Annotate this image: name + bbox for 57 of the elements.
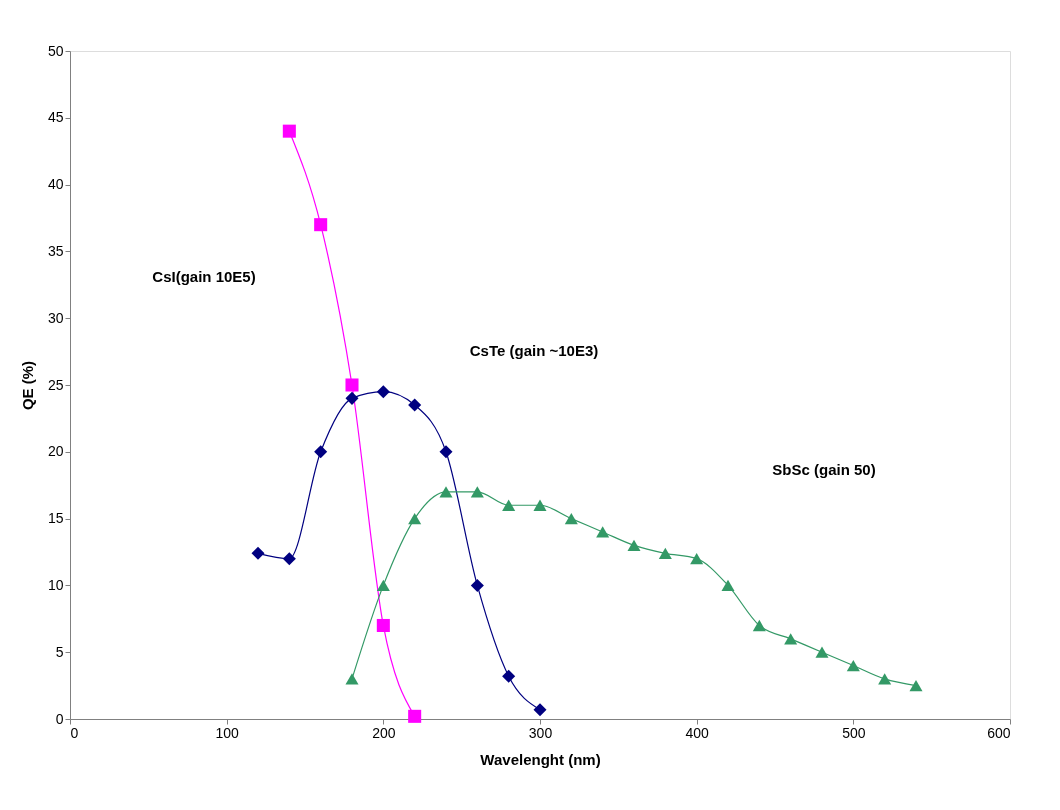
point: [251, 546, 265, 560]
annotation: CsTe (gain ~10E3): [469, 342, 599, 359]
point: [439, 486, 453, 498]
y-tick-label: 5: [55, 643, 64, 660]
point: [564, 512, 578, 525]
y-tick-label: 20: [47, 443, 64, 460]
point: [376, 579, 390, 592]
y-tick-label: 15: [47, 510, 64, 527]
point: [502, 499, 516, 511]
point: [533, 703, 547, 717]
point: [878, 673, 892, 685]
point: [314, 445, 328, 459]
x-tick-label: 500: [842, 724, 866, 741]
point: [533, 499, 547, 511]
x-tick-label: 600: [987, 724, 1011, 741]
annotation: CsI(gain 10E5): [152, 268, 256, 285]
point: [345, 673, 359, 685]
point: [470, 486, 484, 498]
point: [282, 124, 296, 138]
point: [846, 659, 860, 672]
point: [909, 679, 923, 692]
point: [596, 526, 610, 538]
point: [815, 646, 829, 658]
point: [282, 552, 296, 566]
point: [408, 709, 422, 723]
y-axis-title: QE (%): [18, 360, 36, 411]
point: [658, 547, 672, 559]
point: [314, 218, 328, 232]
x-tick-label: 0: [70, 724, 79, 741]
point: [408, 512, 422, 525]
x-tick-label: 400: [685, 724, 710, 741]
y-tick-label: 30: [47, 309, 64, 326]
point: [439, 445, 453, 459]
point: [627, 539, 641, 551]
y-tick-label: 50: [47, 42, 64, 59]
point: [502, 669, 516, 683]
annotation: SbSc (gain 50): [772, 461, 876, 478]
y-tick-label: 25: [47, 376, 64, 393]
point: [752, 619, 766, 632]
point: [721, 579, 735, 592]
y-tick-label: 35: [47, 242, 64, 259]
point: [376, 618, 390, 632]
y-tick-label: 0: [55, 710, 64, 727]
y-tick-label: 10: [47, 576, 64, 593]
x-axis-title: Wavelenght (nm): [480, 750, 601, 768]
point: [470, 578, 484, 592]
x-tick-label: 300: [528, 724, 553, 741]
point: [408, 398, 422, 412]
point: [784, 633, 798, 645]
point: [690, 553, 704, 565]
y-tick-label: 45: [47, 109, 64, 126]
point: [345, 378, 359, 392]
x-tick-label: 200: [372, 724, 396, 741]
point: [376, 385, 390, 399]
point: [345, 391, 359, 405]
y-tick-label: 40: [47, 176, 64, 193]
x-tick-label: 100: [215, 724, 240, 741]
